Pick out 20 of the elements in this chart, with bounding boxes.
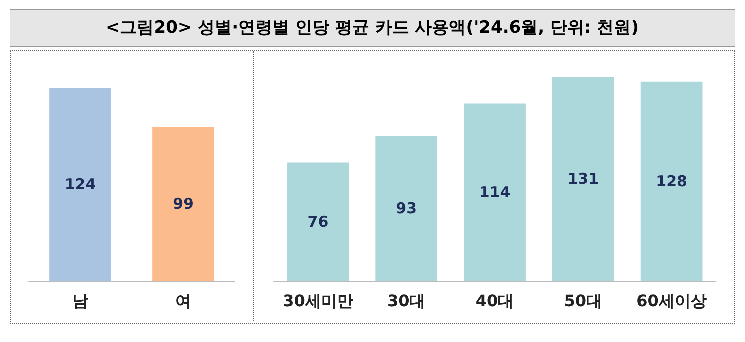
x-tick-label: 30세미만 [283,292,354,310]
x-tick-label: 여 [176,292,192,310]
data-label: 114 [479,183,511,202]
x-tick-label: 60세이상 [636,292,707,310]
text: <그림20> 성별·연령별 인당 평균 카드 사용액('24.6월, 단위: 천원) [10,9,735,47]
data-label: 76 [308,212,329,231]
x-tick-label: 40대 [476,292,514,310]
bar [552,77,614,281]
bar [464,104,526,281]
bar [640,82,703,281]
x-tick-label: 남 [72,292,88,310]
data-label: 131 [568,170,600,188]
x-tick-label: 30대 [387,292,426,310]
data-label: 128 [656,172,688,190]
bar [376,136,438,281]
x-tick-label: 50대 [564,292,603,310]
data-label: 124 [64,176,96,194]
data-label: 93 [396,200,418,218]
data-label: 99 [173,195,194,214]
bar [287,162,350,281]
